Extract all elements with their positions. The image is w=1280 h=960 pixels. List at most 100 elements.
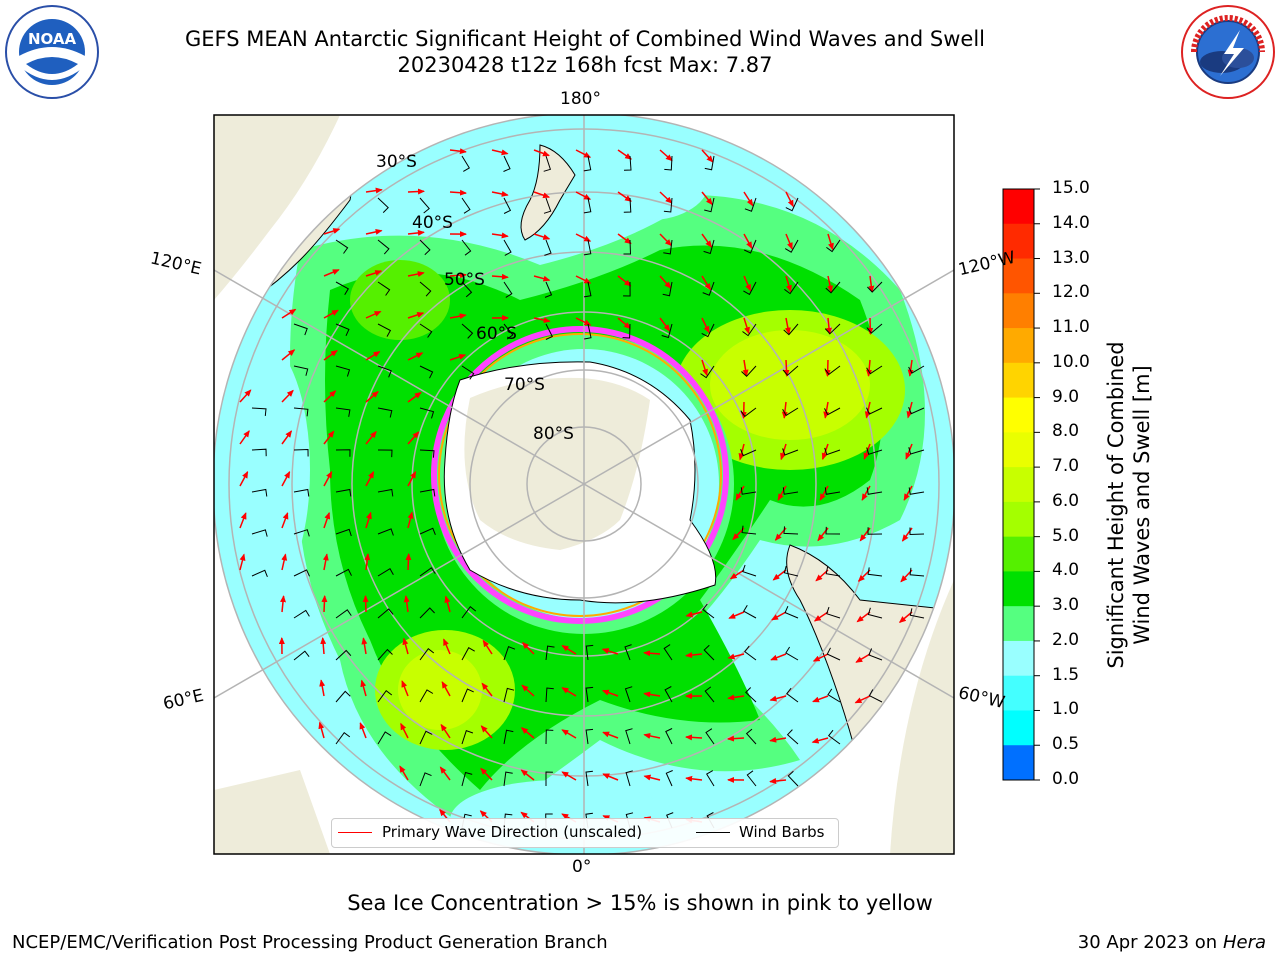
wave-direction-arrow bbox=[403, 595, 410, 613]
wind-barb bbox=[251, 569, 268, 577]
wind-barb bbox=[909, 527, 925, 536]
wind-barb bbox=[662, 281, 673, 297]
wave-direction-arrow bbox=[727, 694, 745, 701]
colorbar-tick-label: 13.0 bbox=[1052, 247, 1090, 268]
wind-barb bbox=[744, 645, 757, 661]
wave-direction-arrow bbox=[735, 485, 745, 501]
colorbar-segment bbox=[1003, 640, 1034, 677]
wind-barb bbox=[744, 197, 757, 212]
colorbar-segment bbox=[1003, 710, 1034, 746]
colorbar-tick-label: 0.5 bbox=[1052, 734, 1080, 755]
wind-barb bbox=[783, 323, 799, 336]
wave-direction-arrow bbox=[281, 430, 293, 445]
wave-direction-arrow bbox=[449, 272, 467, 279]
wave-direction-arrow bbox=[769, 736, 787, 743]
wind-barb bbox=[419, 567, 436, 577]
colorbar-tick-label: 1.0 bbox=[1052, 699, 1080, 720]
wind-barb bbox=[782, 448, 799, 456]
wind-barb bbox=[293, 569, 310, 577]
wave-direction-arrow bbox=[281, 349, 296, 361]
wind-barb bbox=[908, 407, 925, 415]
wind-barb bbox=[745, 687, 757, 703]
wind-barb bbox=[743, 604, 757, 619]
wind-barb bbox=[867, 281, 883, 293]
wave-direction-arrow bbox=[323, 430, 335, 445]
wind-barb bbox=[461, 730, 474, 745]
wind-barb bbox=[743, 239, 757, 254]
wind-barb bbox=[827, 688, 841, 703]
wave-direction-arrow bbox=[407, 391, 422, 403]
wind-barb bbox=[909, 567, 925, 577]
colorbar-tick-label: 3.0 bbox=[1052, 595, 1080, 616]
wave-direction-arrow bbox=[827, 275, 834, 293]
map-area bbox=[214, 115, 954, 854]
wind-barb bbox=[419, 323, 433, 338]
wave-direction-arrow bbox=[905, 443, 913, 460]
wind-barb bbox=[746, 770, 757, 787]
wind-barb bbox=[909, 608, 925, 619]
wind-barb bbox=[784, 239, 799, 253]
wind-barb bbox=[868, 648, 883, 661]
wind-barb-legend-label: Wind Barbs bbox=[739, 823, 825, 841]
wind-barb bbox=[377, 568, 394, 577]
wind-barb bbox=[625, 770, 633, 787]
wave-direction-arrow bbox=[281, 553, 288, 571]
wind-barb bbox=[824, 407, 841, 416]
wind-barb bbox=[583, 281, 592, 298]
wind-barb bbox=[585, 728, 594, 745]
wind-barb bbox=[908, 447, 925, 455]
wave-direction-arrow bbox=[575, 275, 592, 284]
wave-direction-arrow bbox=[281, 308, 297, 319]
wind-barb bbox=[623, 239, 632, 255]
wind-barb bbox=[251, 448, 267, 457]
wave-direction-arrow bbox=[561, 645, 577, 655]
wave-direction-arrow bbox=[561, 771, 577, 781]
wave-direction-arrow bbox=[520, 769, 535, 781]
wind-barb bbox=[335, 649, 352, 661]
wave-direction-arrow bbox=[769, 695, 787, 702]
wave-direction-arrow bbox=[321, 595, 328, 613]
wind-barb bbox=[703, 239, 715, 255]
lat-label-40s: 40°S bbox=[412, 213, 453, 233]
wave-direction-arrow bbox=[533, 191, 551, 199]
wave-direction-arrow bbox=[617, 149, 633, 160]
wave-direction-arrow bbox=[861, 485, 871, 501]
wave-direction-arrow bbox=[323, 309, 339, 319]
wave-direction-arrow bbox=[819, 485, 829, 501]
wave-direction-arrow bbox=[319, 679, 326, 697]
wave-direction-arrow bbox=[643, 691, 661, 698]
wind-barb bbox=[585, 686, 594, 703]
wind-barb bbox=[824, 447, 841, 456]
wave-direction-arrow bbox=[407, 471, 417, 487]
wave-direction-arrow bbox=[785, 233, 793, 250]
colorbar-segment bbox=[1003, 745, 1034, 781]
wind-barb bbox=[826, 239, 841, 253]
wind-barb bbox=[335, 690, 351, 703]
wave-direction-arrow bbox=[826, 317, 832, 335]
wave-direction-arrow bbox=[399, 765, 409, 781]
wave-direction-arrow bbox=[364, 553, 371, 571]
machine-name: Hera bbox=[1222, 932, 1266, 953]
wave-direction-arrow bbox=[482, 639, 493, 655]
wind-barb bbox=[784, 605, 799, 619]
wave-direction-arrow bbox=[769, 778, 787, 784]
wave-direction-arrow bbox=[701, 191, 713, 206]
wind-barb bbox=[419, 527, 436, 535]
wave-direction-arrow bbox=[239, 430, 250, 445]
wind-barb bbox=[503, 646, 516, 661]
wave-direction-arrow bbox=[770, 653, 787, 661]
wave-direction-arrow bbox=[784, 317, 791, 335]
wave-direction-arrow bbox=[322, 553, 329, 571]
wave-direction-arrow bbox=[239, 553, 246, 571]
wind-barb bbox=[503, 155, 511, 172]
wind-barb bbox=[623, 155, 632, 171]
wind-barb bbox=[624, 686, 633, 703]
chart-subtitle: 20230428 t12z 168h fcst Max: 7.87 bbox=[397, 53, 773, 77]
wave-direction-arrow bbox=[685, 775, 703, 782]
nws-logo bbox=[1181, 5, 1275, 99]
wave-direction-arrow bbox=[617, 275, 632, 287]
wave-direction-arrow bbox=[827, 233, 834, 251]
wave-direction-arrow bbox=[823, 401, 830, 419]
wind-barb bbox=[543, 155, 552, 172]
wind-barb bbox=[583, 197, 592, 214]
